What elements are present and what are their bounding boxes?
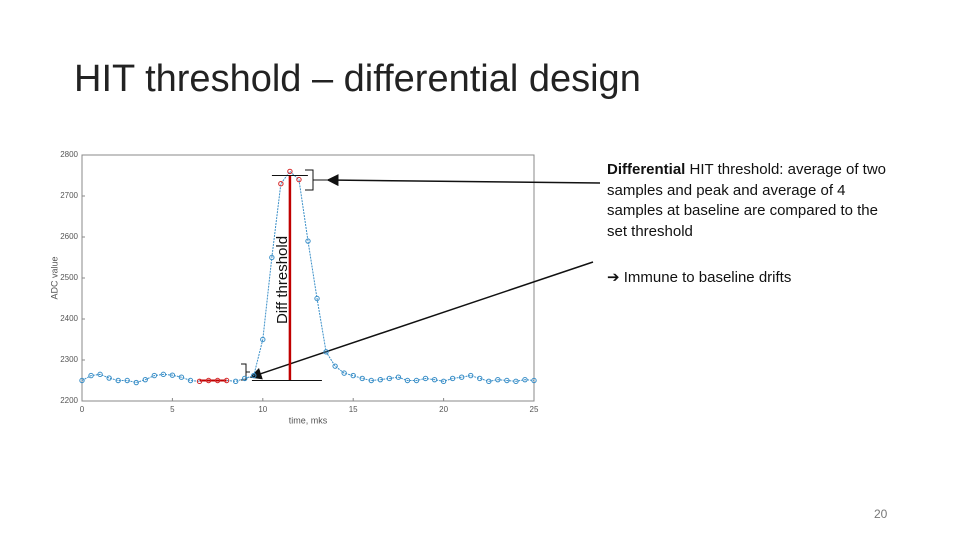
x-tick-label: 20 <box>439 405 448 414</box>
data-point <box>477 375 483 382</box>
x-tick-label: 10 <box>258 405 267 414</box>
data-point <box>458 374 465 380</box>
data-point <box>431 376 438 383</box>
data-point <box>314 295 320 302</box>
y-tick-label: 2500 <box>60 273 78 282</box>
data-point <box>169 372 176 378</box>
data-point <box>151 372 158 379</box>
data-point <box>341 370 347 376</box>
data-point <box>359 375 365 382</box>
y-tick-label: 2700 <box>60 191 78 200</box>
data-point <box>97 371 103 378</box>
data-point <box>106 375 112 381</box>
data-point <box>223 377 230 384</box>
slide-title: HIT threshold – differential design <box>74 58 641 100</box>
data-point <box>124 377 130 384</box>
data-point <box>187 377 194 384</box>
data-point <box>79 377 85 384</box>
data-point <box>386 375 393 382</box>
data-point <box>214 377 221 384</box>
data-point <box>88 372 94 379</box>
data-point <box>251 372 257 379</box>
data-point <box>404 377 411 384</box>
page-number: 20 <box>874 507 888 521</box>
bracket-peak <box>305 169 329 191</box>
data-point <box>440 378 447 385</box>
y-tick-label: 2300 <box>60 355 78 364</box>
data-point <box>115 377 121 384</box>
data-point <box>305 238 311 244</box>
x-tick-label: 25 <box>530 405 539 414</box>
data-point <box>504 377 510 384</box>
y-tick-label: 2800 <box>60 150 78 159</box>
data-point <box>242 375 248 382</box>
annotation: Diff threshold <box>274 236 291 324</box>
bullet-text: Immune to baseline drifts <box>619 269 792 286</box>
data-point <box>269 254 275 261</box>
data-point <box>332 363 338 369</box>
arrow-peak <box>326 174 601 187</box>
plot-frame <box>81 154 535 402</box>
bullet: ➔ Immune to baseline drifts <box>607 268 791 286</box>
y-axis-label: ADC value <box>49 256 59 299</box>
data-point <box>413 377 420 384</box>
x-tick-label: 0 <box>80 405 85 414</box>
data-point <box>350 372 356 379</box>
arrow: ➔ <box>607 269 620 286</box>
data-point <box>377 376 384 383</box>
data-point <box>486 378 492 385</box>
description-text: HIT threshold: average of two samples an… <box>607 161 887 240</box>
x-axis-label: time, mks <box>289 415 328 425</box>
x-tick-label: 15 <box>349 405 358 414</box>
data-point <box>260 336 266 343</box>
data-point <box>449 375 456 382</box>
data-point <box>296 176 302 183</box>
data-point <box>323 349 329 355</box>
data-point <box>142 376 148 383</box>
data-point <box>196 378 203 385</box>
data-point <box>495 376 501 383</box>
data-point <box>133 379 139 386</box>
data-point <box>160 371 167 378</box>
data-point <box>468 372 474 379</box>
arrow-base <box>249 261 594 380</box>
bold-word: Differential <box>607 161 686 178</box>
x-tick-label: 5 <box>170 405 175 414</box>
data-point <box>178 374 185 380</box>
data-point <box>368 377 374 384</box>
data-point <box>513 378 519 385</box>
data-point <box>522 376 528 383</box>
y-tick-label: 2400 <box>60 314 78 323</box>
data-point <box>278 181 284 187</box>
y-tick-label: 2200 <box>60 396 78 405</box>
data-point <box>287 168 293 175</box>
data-point <box>395 374 402 380</box>
data-point <box>422 375 429 382</box>
data-line <box>81 170 535 384</box>
description: Differential HIT threshold: average of t… <box>607 160 887 242</box>
y-tick-label: 2600 <box>60 232 78 241</box>
data-point <box>232 378 239 385</box>
data-point <box>205 377 212 384</box>
data-point <box>531 377 537 384</box>
